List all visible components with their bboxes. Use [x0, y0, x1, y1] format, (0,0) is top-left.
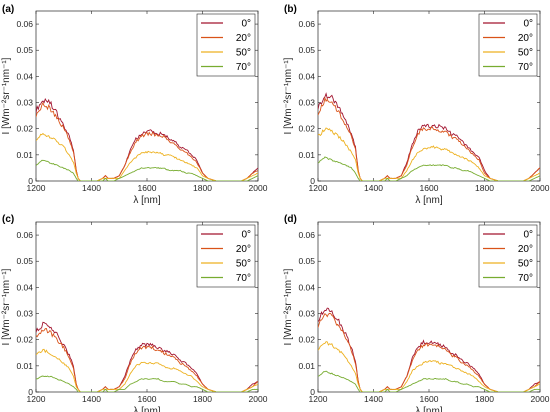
y-tick-label: 0.06 — [16, 19, 33, 29]
legend-label: 20° — [236, 244, 251, 255]
legend-label: 70° — [518, 273, 533, 284]
y-axis-label: I [Wm⁻²sr⁻¹nm⁻¹] — [283, 268, 294, 345]
y-tick-label: 0.02 — [16, 335, 33, 345]
x-axis-label: λ [nm] — [415, 406, 442, 412]
x-tick-label: 1200 — [27, 183, 46, 193]
y-tick-label: 0.01 — [16, 150, 33, 160]
y-tick-label: 0.04 — [16, 71, 33, 81]
legend-label: 0° — [241, 19, 251, 30]
series-line-2 — [318, 341, 540, 392]
y-tick-label: 0.03 — [298, 98, 315, 108]
panel-label: (d) — [284, 214, 297, 225]
x-tick-label: 1800 — [193, 183, 212, 193]
x-axis-label: λ [nm] — [133, 195, 160, 206]
legend-label: 70° — [236, 273, 251, 284]
y-axis-label: I [Wm⁻²sr⁻¹nm⁻¹] — [1, 57, 12, 134]
series-line-2 — [36, 132, 258, 181]
y-tick-label: 0.05 — [298, 256, 315, 266]
x-tick-label: 1600 — [138, 394, 157, 404]
y-tick-label: 0.05 — [298, 45, 315, 55]
series-line-1 — [318, 96, 540, 181]
y-tick-label: 0 — [28, 176, 33, 186]
legend-label: 0° — [523, 19, 533, 30]
y-tick-label: 0.02 — [16, 124, 33, 134]
legend-label: 50° — [518, 48, 533, 59]
x-tick-label: 1400 — [364, 183, 383, 193]
x-tick-label: 1600 — [138, 183, 157, 193]
series-line-2 — [318, 127, 540, 181]
y-tick-label: 0.01 — [298, 150, 315, 160]
y-tick-label: 0.05 — [16, 45, 33, 55]
y-tick-label: 0.01 — [16, 361, 33, 371]
panel-b: (b) 1200 1400 1600 1800 2000 0 0.01 0.02 0.03 0.04… — [283, 4, 550, 206]
legend-label: 50° — [518, 259, 533, 270]
panel-c: (c) 1200 1400 1600 1800 2000 0 0.01 0.02 0.03 0.04… — [1, 214, 268, 412]
y-tick-label: 0.06 — [16, 230, 33, 240]
legend-label: 50° — [236, 259, 251, 270]
legend-label: 0° — [241, 230, 251, 241]
series-line-3 — [318, 370, 540, 392]
x-tick-label: 1400 — [82, 183, 101, 193]
y-tick-label: 0.06 — [298, 230, 315, 240]
x-tick-label: 1400 — [364, 394, 383, 404]
legend-label: 0° — [523, 230, 533, 241]
x-tick-label: 2000 — [531, 394, 550, 404]
x-tick-label: 2000 — [249, 183, 268, 193]
y-tick-label: 0.04 — [16, 282, 33, 292]
series-line-1 — [36, 101, 258, 181]
x-tick-label: 1800 — [475, 394, 494, 404]
series-line-3 — [36, 159, 258, 181]
legend-label: 20° — [236, 33, 251, 44]
series-line-3 — [318, 156, 540, 181]
y-tick-label: 0.03 — [298, 309, 315, 319]
x-tick-label: 1400 — [82, 394, 101, 404]
panel-a: (a) 1200 1400 1600 1800 2000 0 0.01 0.02 0.03 0.04… — [1, 4, 268, 206]
legend-label: 20° — [518, 33, 533, 44]
y-tick-label: 0.05 — [16, 256, 33, 266]
legend-label: 70° — [518, 62, 533, 73]
legend-box — [478, 13, 538, 77]
y-tick-label: 0.01 — [298, 361, 315, 371]
series-line-1 — [318, 312, 540, 392]
panel-d: (d) 1200 1400 1600 1800 2000 0 0.01 0.02 0.03 0.04… — [283, 214, 550, 412]
x-tick-label: 1200 — [27, 394, 46, 404]
y-axis-label: I [Wm⁻²sr⁻¹nm⁻¹] — [1, 268, 12, 345]
x-tick-label: 1600 — [420, 394, 439, 404]
legend-label: 50° — [236, 48, 251, 59]
legend-label: 20° — [518, 244, 533, 255]
x-axis-label: λ [nm] — [415, 195, 442, 206]
x-tick-label: 1600 — [420, 183, 439, 193]
y-tick-label: 0.04 — [298, 71, 315, 81]
series-line-3 — [36, 375, 258, 392]
y-tick-label: 0 — [310, 176, 315, 186]
y-tick-label: 0.02 — [298, 335, 315, 345]
y-tick-label: 0.03 — [16, 309, 33, 319]
x-tick-label: 1800 — [475, 183, 494, 193]
x-tick-label: 2000 — [531, 183, 550, 193]
y-tick-label: 0.03 — [16, 98, 33, 108]
y-tick-label: 0.06 — [298, 19, 315, 29]
series-line-2 — [36, 348, 258, 392]
legend-box — [196, 13, 256, 77]
x-tick-label: 1800 — [193, 394, 212, 404]
series-line-1 — [36, 327, 258, 392]
legend-box — [196, 224, 256, 288]
x-tick-label: 2000 — [249, 394, 268, 404]
x-tick-label: 1200 — [309, 394, 328, 404]
legend-label: 70° — [236, 62, 251, 73]
y-tick-label: 0.04 — [298, 282, 315, 292]
panel-label: (a) — [2, 4, 14, 15]
x-axis-label: λ [nm] — [133, 406, 160, 412]
panel-label: (c) — [2, 214, 14, 225]
panel-label: (b) — [284, 4, 297, 15]
y-tick-label: 0.02 — [298, 124, 315, 134]
y-tick-label: 0 — [28, 387, 33, 397]
x-tick-label: 1200 — [309, 183, 328, 193]
legend-box — [478, 224, 538, 288]
y-tick-label: 0 — [310, 387, 315, 397]
y-axis-label: I [Wm⁻²sr⁻¹nm⁻¹] — [283, 57, 294, 134]
